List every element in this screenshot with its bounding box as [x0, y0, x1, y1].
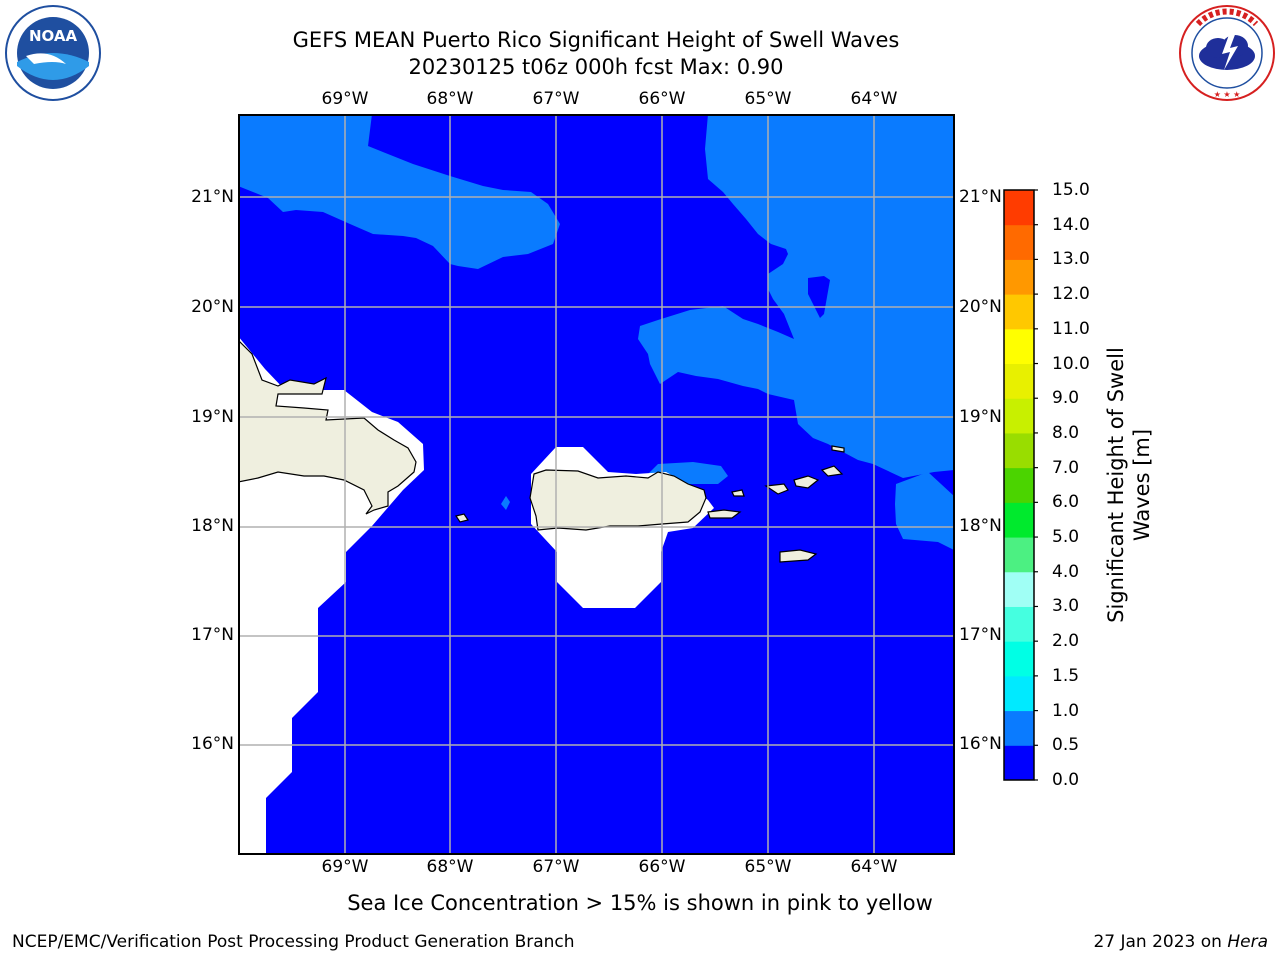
colorbar-segment	[1004, 259, 1034, 295]
colorbar-tick-label: 6.0	[1052, 492, 1080, 513]
lon-label-bottom: 67°W	[532, 857, 580, 877]
land-hispaniola	[238, 339, 417, 515]
lon-label-bottom: 66°W	[638, 857, 686, 877]
colorbar-tick-label: 9.0	[1052, 388, 1080, 409]
lat-label-left: 19°N	[191, 407, 234, 427]
colorbar-segment	[1004, 606, 1034, 642]
colorbar-tick-label: 10.0	[1052, 353, 1090, 374]
colorbar-tick-label: 0.5	[1052, 735, 1080, 756]
lat-label-left: 21°N	[191, 187, 234, 207]
lon-label-top: 69°W	[321, 89, 369, 109]
colorbar-segment	[1004, 467, 1034, 503]
footer-date-text: 27 Jan 2023 on	[1093, 932, 1228, 952]
swell-contour-small	[501, 496, 510, 510]
colorbar-tick-label: 4.0	[1052, 561, 1080, 582]
colorbar-label: Significant Height of Swell Waves [m]	[1103, 320, 1155, 650]
land-culebra	[731, 489, 745, 497]
swell-contour-se	[895, 472, 954, 550]
lat-label-right: 16°N	[959, 734, 1002, 754]
land-virgin-islands-2	[793, 475, 820, 489]
lon-label-top: 65°W	[744, 89, 792, 109]
colorbar-segment	[1004, 190, 1034, 226]
colorbar-tick-label: 15.0	[1052, 180, 1090, 200]
lat-label-right: 20°N	[959, 297, 1002, 317]
colorbar-tick-label: 3.0	[1052, 596, 1080, 617]
land-vieques	[707, 509, 742, 519]
lat-label-left: 20°N	[191, 297, 234, 317]
lat-label-left: 17°N	[191, 625, 234, 645]
colorbar-tick-label: 1.0	[1052, 700, 1080, 721]
footer-branch: NCEP/EMC/Verification Post Processing Pr…	[12, 932, 575, 952]
land-st-croix	[779, 549, 818, 563]
colorbar-segment	[1004, 224, 1034, 260]
sea-ice-note: Sea Ice Concentration > 15% is shown in …	[0, 891, 1280, 915]
colorbar-tick-label: 0.0	[1052, 770, 1080, 790]
lat-label-right: 21°N	[959, 187, 1002, 207]
lon-label-top: 66°W	[638, 89, 686, 109]
colorbar-tick-label: 7.0	[1052, 457, 1080, 478]
colorbar-segment	[1004, 398, 1034, 434]
lat-label-right: 19°N	[959, 407, 1002, 427]
colorbar-frame	[1003, 189, 1035, 781]
colorbar-segment	[1004, 571, 1034, 607]
colorbar-segment	[1004, 294, 1034, 330]
footer-date: 27 Jan 2023 on Hera	[1093, 932, 1268, 952]
colorbar-tick-label: 1.5	[1052, 665, 1080, 686]
lon-label-top: 64°W	[850, 89, 898, 109]
colorbar-tick-label: 2.0	[1052, 631, 1080, 652]
colorbar-tick-label: 13.0	[1052, 249, 1090, 270]
nws-logo-icon: ★ ★ ★	[1179, 5, 1275, 101]
lat-label-right: 18°N	[959, 516, 1002, 536]
chart-title: GEFS MEAN Puerto Rico Significant Height…	[292, 28, 900, 52]
lon-label-bottom: 68°W	[426, 857, 474, 877]
colorbar-tick-label: 8.0	[1052, 422, 1080, 443]
lat-label-left: 18°N	[191, 516, 234, 536]
colorbar-tick-label: 14.0	[1052, 214, 1090, 235]
colorbar-segment	[1004, 502, 1034, 538]
lon-label-bottom: 65°W	[744, 857, 792, 877]
lon-label-top: 67°W	[532, 89, 580, 109]
swell-contour-north	[238, 114, 560, 269]
map-plot	[238, 114, 955, 855]
colorbar-tick-label: 11.0	[1052, 318, 1090, 339]
graticule	[238, 114, 954, 854]
lat-label-left: 16°N	[191, 734, 234, 754]
chart-subtitle: 20230125 t06z 000h fcst Max: 0.90	[408, 55, 784, 79]
colorbar-segment	[1004, 363, 1034, 399]
colorbar-segment	[1004, 432, 1034, 469]
noaa-logo-icon: NOAA	[5, 5, 101, 101]
map-frame	[238, 114, 955, 855]
svg-text:NOAA: NOAA	[29, 27, 78, 45]
colorbar-segment	[1004, 641, 1034, 677]
sea-ice-note-text: Sea Ice Concentration > 15% is shown in …	[347, 891, 933, 915]
colorbar	[1003, 189, 1038, 781]
lat-label-right: 17°N	[959, 625, 1002, 645]
lon-label-bottom: 69°W	[321, 857, 369, 877]
footer-machine: Hera	[1227, 932, 1268, 952]
swell-contour-east	[638, 114, 954, 478]
colorbar-segment	[1004, 328, 1034, 365]
land-virgin-islands-3	[820, 465, 844, 477]
svg-text:★ ★ ★: ★ ★ ★	[1214, 90, 1241, 99]
colorbar-tick-label: 5.0	[1052, 527, 1080, 548]
land-mona	[455, 513, 469, 523]
colorbar-segment	[1004, 710, 1034, 746]
land-virgin-islands-1	[764, 483, 789, 495]
colorbar-segment	[1004, 745, 1034, 781]
colorbar-segment	[1004, 675, 1034, 712]
lon-label-bottom: 64°W	[850, 857, 898, 877]
colorbar-label-line1: Significant Height of Swell	[1104, 347, 1128, 623]
colorbar-label-line2: Waves [m]	[1130, 428, 1154, 542]
colorbar-tick-label: 12.0	[1052, 284, 1090, 305]
lon-label-top: 68°W	[426, 89, 474, 109]
colorbar-segment	[1004, 537, 1034, 573]
land-anegada	[831, 445, 845, 453]
